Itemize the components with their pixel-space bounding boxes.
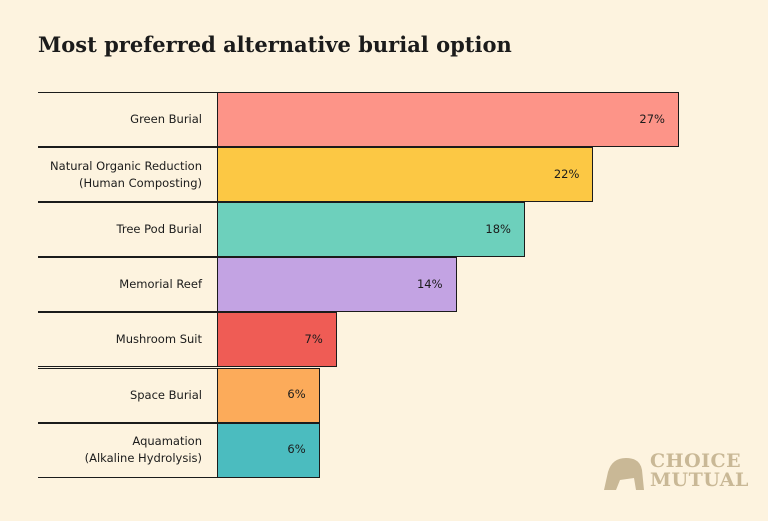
bar	[217, 147, 594, 203]
category-label: Natural Organic Reduction (Human Compost…	[38, 147, 217, 203]
category-label: Tree Pod Burial	[38, 202, 217, 258]
category-label: Mushroom Suit	[38, 312, 217, 368]
value-label: 6%	[287, 387, 306, 402]
bar	[217, 312, 337, 368]
value-label: 22%	[553, 166, 580, 181]
bar	[217, 92, 679, 148]
value-label: 6%	[287, 442, 306, 457]
bar	[217, 257, 457, 313]
bar	[217, 367, 320, 423]
bar	[217, 202, 525, 258]
bar	[217, 422, 320, 478]
value-label: 7%	[304, 331, 323, 346]
category-label: Memorial Reef	[38, 257, 217, 313]
value-label: 27%	[639, 111, 665, 126]
chart-title: Most preferred alternative burial option	[38, 32, 512, 57]
logo-icon	[604, 458, 644, 490]
category-label: Green Burial	[38, 92, 217, 148]
value-label: 14%	[416, 276, 443, 291]
logo-line: CHOICE	[650, 450, 742, 472]
category-label: Space Burial	[38, 367, 217, 423]
value-label: 18%	[485, 221, 511, 236]
logo-line: MUTUAL	[650, 469, 749, 491]
logo: CHOICE MUTUAL	[650, 452, 749, 490]
category-label: Aquamation (Alkaline Hydrolysis)	[38, 422, 217, 478]
